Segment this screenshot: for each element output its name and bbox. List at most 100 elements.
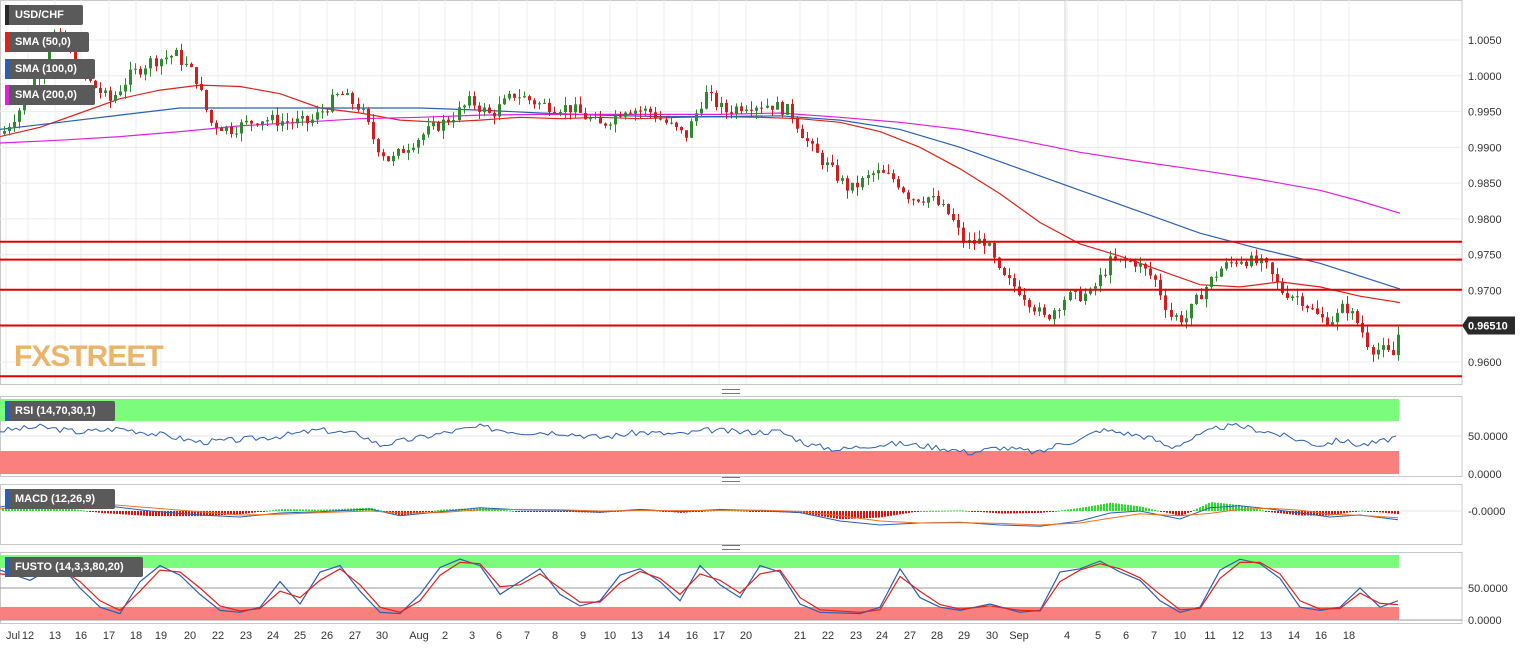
pane-resize-handle[interactable] bbox=[722, 477, 740, 482]
instrument-legend[interactable]: USD/CHF bbox=[5, 5, 83, 25]
macd-histogram-bar bbox=[1109, 502, 1111, 511]
candle-body bbox=[665, 119, 668, 123]
rsi-legend[interactable]: RSI (14,70,30,1) bbox=[5, 401, 115, 421]
sma50-swatch bbox=[5, 32, 9, 52]
candle-body bbox=[993, 243, 996, 258]
macd-histogram-bar bbox=[377, 509, 379, 511]
candle-body bbox=[725, 102, 728, 113]
fusto-swatch bbox=[5, 557, 9, 577]
candle-body bbox=[503, 98, 506, 105]
x-tick-label: 6 bbox=[1123, 630, 1129, 642]
x-tick-label: 25 bbox=[294, 630, 306, 642]
candle-body bbox=[99, 87, 102, 93]
macd-histogram-bar bbox=[338, 509, 340, 511]
candle-body bbox=[1099, 274, 1102, 287]
candle-body bbox=[160, 59, 163, 67]
macd-histogram-bar bbox=[1244, 506, 1246, 511]
candle-body bbox=[826, 162, 829, 166]
candle-body bbox=[250, 120, 253, 124]
macd-histogram-bar bbox=[890, 511, 892, 516]
macd-histogram-bar bbox=[926, 510, 928, 512]
macd-histogram-bar bbox=[527, 511, 529, 512]
macd-histogram-bar bbox=[1160, 511, 1162, 512]
macd-histogram-bar bbox=[1229, 504, 1231, 511]
candle-body bbox=[851, 182, 854, 191]
macd-histogram-bar bbox=[74, 509, 76, 511]
macd-histogram-bar bbox=[1232, 504, 1234, 511]
macd-histogram-bar bbox=[1199, 507, 1201, 511]
macd-histogram-bar bbox=[740, 510, 742, 512]
candle-body bbox=[619, 114, 622, 117]
macd-histogram-bar bbox=[1130, 505, 1132, 511]
candle-body bbox=[1028, 299, 1031, 308]
pane-resize-handle[interactable] bbox=[722, 545, 740, 550]
candle-body bbox=[856, 182, 859, 188]
candle-body bbox=[1372, 346, 1375, 355]
macd-histogram-bar bbox=[497, 509, 499, 511]
candle-body bbox=[114, 95, 117, 101]
macd-histogram-bar bbox=[548, 511, 550, 512]
candle-body bbox=[473, 96, 476, 106]
macd-histogram-bar bbox=[1016, 511, 1018, 514]
candle-body bbox=[306, 115, 309, 124]
macd-histogram-bar bbox=[116, 511, 118, 514]
macd-histogram-bar bbox=[1007, 511, 1009, 514]
macd-legend[interactable]: MACD (12,26,9) bbox=[5, 489, 115, 509]
macd-histogram-bar bbox=[77, 509, 79, 511]
candle-body bbox=[245, 120, 248, 123]
macd-histogram-bar bbox=[1079, 507, 1081, 511]
macd-histogram-bar bbox=[707, 510, 709, 512]
macd-histogram-bar bbox=[470, 508, 472, 511]
macd-histogram-bar bbox=[1121, 504, 1123, 511]
x-tick-label: 24 bbox=[267, 630, 279, 642]
last-price-label: 0.96510 bbox=[1468, 321, 1508, 333]
sma200-legend[interactable]: SMA (200,0) bbox=[5, 85, 95, 105]
fusto-legend[interactable]: FUSTO (14,3,3,80,20) bbox=[5, 557, 143, 577]
macd-histogram-bar bbox=[1163, 511, 1165, 513]
candle-body bbox=[1129, 260, 1132, 262]
x-tick-label: 2 bbox=[442, 630, 448, 642]
sma100-label: SMA (100,0) bbox=[15, 63, 77, 75]
candle-body bbox=[1377, 349, 1380, 355]
macd-histogram-bar bbox=[1343, 511, 1345, 514]
candle-body bbox=[124, 84, 127, 92]
macd-histogram-bar bbox=[476, 507, 478, 511]
candle-body bbox=[1301, 296, 1304, 306]
sma100-legend[interactable]: SMA (100,0) bbox=[5, 59, 95, 79]
pane-resize-handle[interactable] bbox=[722, 389, 740, 394]
candle-body bbox=[639, 110, 642, 112]
macd-histogram-bar bbox=[437, 510, 439, 512]
candle-body bbox=[523, 96, 526, 98]
candle-body bbox=[1271, 262, 1274, 275]
macd-histogram-bar bbox=[1316, 511, 1318, 516]
macd-histogram-bar bbox=[938, 510, 940, 512]
candle-body bbox=[988, 243, 991, 246]
macd-histogram-bar bbox=[1106, 503, 1108, 511]
candle-body bbox=[362, 108, 365, 110]
macd-histogram-bar bbox=[1310, 511, 1312, 516]
candle-body bbox=[291, 122, 294, 124]
x-tick-label: 13 bbox=[49, 630, 61, 642]
macd-histogram-bar bbox=[59, 507, 61, 511]
macd-histogram-bar bbox=[1331, 511, 1333, 516]
candle-body bbox=[882, 170, 885, 173]
y-tick-label: 50.0000 bbox=[1468, 583, 1508, 595]
macd-histogram-bar bbox=[86, 510, 88, 512]
candle-body bbox=[528, 96, 531, 101]
candle-body bbox=[786, 103, 789, 115]
candle-body bbox=[998, 257, 1001, 268]
macd-histogram-bar bbox=[227, 511, 229, 515]
macd-histogram-bar bbox=[209, 511, 211, 516]
macd-histogram-bar bbox=[260, 511, 262, 512]
candle-body bbox=[806, 138, 809, 142]
macd-histogram-bar bbox=[941, 510, 943, 512]
macd-histogram-bar bbox=[1187, 511, 1189, 513]
macd-histogram-bar bbox=[515, 511, 517, 512]
candle-body bbox=[215, 122, 218, 128]
macd-histogram-bar bbox=[863, 511, 865, 519]
sma50-legend[interactable]: SMA (50,0) bbox=[5, 32, 89, 52]
macd-histogram-bar bbox=[575, 511, 577, 513]
candle-body bbox=[483, 107, 486, 112]
candle-body bbox=[695, 113, 698, 122]
